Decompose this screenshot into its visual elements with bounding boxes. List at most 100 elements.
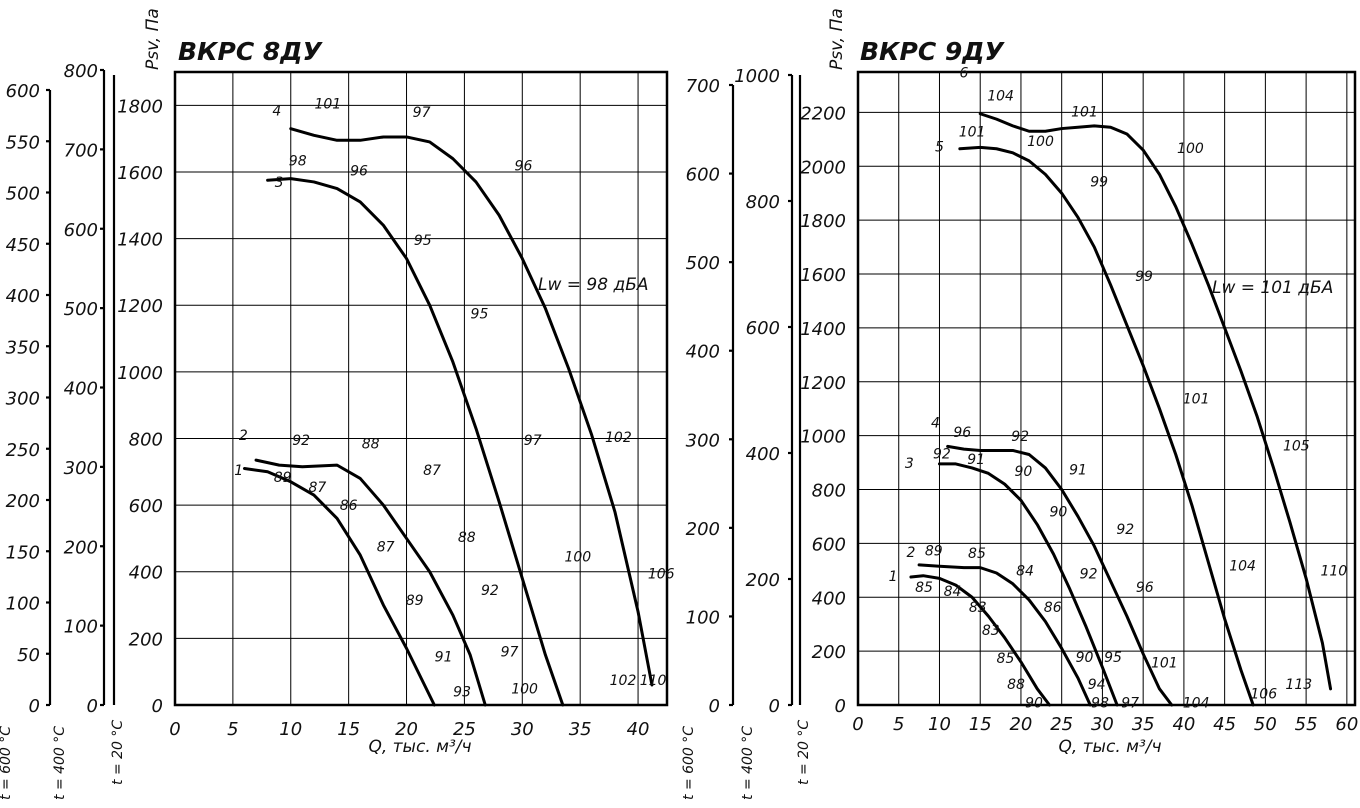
temperature-scale-label: 700 — [64, 140, 98, 161]
y-tick-label: 1000 — [800, 427, 846, 448]
temperature-scale-label: 1000 — [734, 66, 780, 87]
curve-point-label: 91 — [967, 452, 985, 468]
curve-point-label: 96 — [350, 163, 368, 179]
x-tick-label: 40 — [627, 719, 650, 740]
x-axis-label: Q, тыс. м³/ч — [1058, 737, 1161, 757]
temperature-scale-label: 100 — [686, 607, 720, 628]
curve-point-label: 102 — [610, 673, 637, 689]
x-tick-label: 30 — [511, 719, 534, 740]
x-tick-label: 35 — [569, 719, 592, 740]
temperature-scale-title: t = 20 °C — [110, 720, 126, 785]
temperature-scale-label: 350 — [6, 337, 40, 358]
temperature-scale-label: 700 — [686, 76, 720, 97]
curve-point-label: 100 — [1027, 134, 1054, 150]
y-tick-label: 1800 — [800, 211, 846, 232]
curve-point-label: 91 — [1069, 463, 1087, 479]
curve-point-label: 99 — [1135, 269, 1153, 285]
curve-point-label: 4 — [272, 103, 281, 119]
curve-point-label: 90 — [1025, 696, 1043, 712]
temperature-scale-label: 100 — [64, 617, 98, 638]
y-axis-label: Psv, Па — [827, 8, 847, 70]
y-tick-label: 1600 — [800, 265, 846, 286]
y-tick-label: 1000 — [117, 363, 163, 384]
y-tick-label: 400 — [812, 588, 846, 609]
temperature-scale-title: t = 600 °C — [0, 726, 14, 800]
temperature-scale-label: 500 — [64, 299, 98, 320]
plot-frame — [173, 70, 669, 707]
x-axis-label: Q, тыс. м³/ч — [368, 737, 471, 757]
curve-point-label: 104 — [987, 88, 1014, 104]
temperature-scale-label: 400 — [64, 379, 98, 400]
curve-point-label: 113 — [1285, 677, 1312, 693]
curve-point-label: 102 — [605, 430, 632, 446]
curve-point-label: 94 — [1088, 677, 1106, 693]
temperature-scale-label: 300 — [6, 389, 40, 410]
curve-point-label: 92 — [933, 447, 951, 463]
temperature-scale-label: 450 — [6, 235, 40, 256]
curve-point-label: 95 — [1104, 650, 1122, 666]
curve-point-label: 101 — [959, 125, 986, 141]
curve-point-label: 101 — [1183, 391, 1210, 407]
temperature-scale-label: 600 — [64, 220, 98, 241]
curve-point-label: 104 — [1229, 558, 1256, 574]
y-axis-label: Psv, Па — [143, 8, 163, 70]
curve-point-label: 100 — [564, 550, 591, 566]
curve-point-label: 87 — [423, 463, 441, 479]
x-tick-label: 45 — [1213, 714, 1236, 735]
sound-power-annotation: Lw = 101 дБА — [1212, 278, 1333, 298]
temperature-scale-label: 400 — [686, 342, 720, 363]
curve-point-label: 92 — [292, 433, 310, 449]
temperature-scale-label: 400 — [6, 286, 40, 307]
sound-power-annotation: Lw = 98 дБА — [538, 275, 649, 295]
curve-point-label: 101 — [1151, 655, 1178, 671]
series-curve-1 — [909, 574, 1051, 707]
chart-1: 0 5 10 15 20 25 30 35 40020040060080010001200140… — [0, 8, 675, 800]
temperature-scale-title: t = 400 °C — [740, 726, 756, 800]
curve-point-label: 106 — [648, 566, 675, 582]
temperature-scale-label: 200 — [746, 570, 780, 591]
curve-point-label: 83 — [969, 600, 987, 616]
curve-point-label: 96 — [1136, 580, 1154, 596]
x-tick-label: 5 — [227, 719, 238, 740]
curve-point-label: 88 — [362, 436, 380, 452]
temperature-scale-label: 200 — [64, 537, 98, 558]
x-tick-label: 40 — [1172, 714, 1195, 735]
y-tick-label: 200 — [129, 629, 163, 650]
temperature-scale-label: 550 — [6, 132, 40, 153]
temperature-scale-label: 800 — [64, 61, 98, 82]
curve-point-label: 97 — [524, 433, 542, 449]
y-tick-label: 800 — [129, 429, 163, 450]
curve-point-label: 88 — [1007, 677, 1025, 693]
x-tick-label: 20 — [395, 719, 418, 740]
curve-point-label: 106 — [1250, 686, 1277, 702]
y-tick-label: 0 — [152, 696, 163, 717]
y-tick-label: 2200 — [800, 103, 846, 124]
curve-point-label: 84 — [1016, 564, 1034, 580]
temperature-scale-label: 600 — [746, 318, 780, 339]
chart-2: 0 5 10 15 20 25 30 35 40 45 50 55 600200400600800100… — [681, 8, 1358, 800]
curve-point-label: 88 — [458, 530, 476, 546]
x-tick-label: 35 — [1132, 714, 1155, 735]
curve-point-label: 85 — [915, 580, 933, 596]
temperature-scale-label: 200 — [6, 491, 40, 512]
curve-point-label: 90 — [1014, 464, 1032, 480]
x-tick-label: 50 — [1254, 714, 1277, 735]
temperature-scale-label: 500 — [686, 253, 720, 274]
temperature-scale-title: t = 600 °C — [681, 726, 697, 800]
curve-point-label: 101 — [1071, 104, 1098, 120]
curve-point-label: 100 — [1177, 141, 1204, 157]
curve-point-label: 98 — [289, 153, 307, 169]
curve-point-label: 96 — [953, 425, 971, 441]
series-curve-1 — [242, 466, 436, 707]
curve-point-label: 92 — [1080, 566, 1098, 582]
y-tick-label: 400 — [129, 563, 163, 584]
curve-point-label: 91 — [435, 650, 453, 666]
series-curve-2 — [254, 458, 487, 707]
series-curve-4 — [289, 127, 654, 687]
temperature-scale-label: 500 — [6, 184, 40, 205]
x-tick-label: 0 — [852, 714, 863, 735]
series-curve-5 — [958, 145, 1255, 707]
curve-point-label: 101 — [314, 97, 341, 113]
curve-point-label: 6 — [959, 65, 968, 81]
